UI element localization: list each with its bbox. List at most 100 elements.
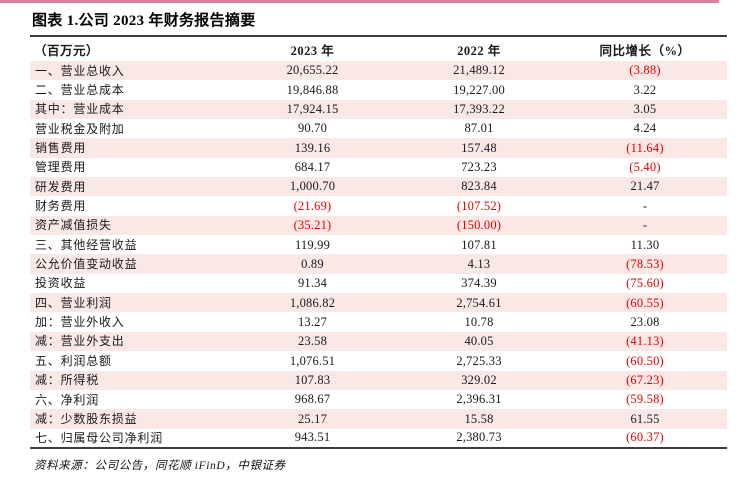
row-value: (3.88) [629,63,661,78]
row-value: 2,725.33 [456,353,502,368]
row-value: 329.02 [461,372,497,387]
row-value: 25.17 [297,411,328,426]
table-row: 投资收益 91.34 374.39 (75.60) [30,274,727,293]
row-label: 资产减值损失 [35,218,112,233]
row-value: 3.22 [633,82,657,97]
table-row: 管理费用 684.17 723.23 (5.40) [30,158,727,177]
row-label: 公允价值变动收益 [35,257,138,272]
figure-container: 图表 1.公司 2023 年财务报告摘要 （百万元） 2023 年 2022 年… [30,7,727,473]
row-value: 23.58 [297,334,328,349]
row-value: 10.78 [464,314,494,329]
row-label: 管理费用 [35,160,87,175]
row-value: 374.39 [461,276,497,291]
row-value: (35.21) [293,218,332,233]
row-value: (67.23) [626,372,664,387]
financial-summary-table: （百万元） 2023 年 2022 年 同比增长（%） 一、营业总收入 20,65… [30,35,727,449]
row-label: 四、营业利润 [35,295,112,310]
column-header-2022: 2022 年 [395,36,563,61]
row-value: (11.64) [626,140,664,155]
row-value: 1,086.82 [289,295,336,310]
row-label: 投资收益 [35,276,87,291]
row-value: (60.50) [626,353,664,368]
row-label: 营业税金及附加 [35,121,125,136]
row-value: 40.05 [464,334,494,349]
table-row: 六、净利润 968.67 2,396.31 (59.58) [30,390,727,409]
row-value: 13.27 [297,314,328,329]
row-value: 90.70 [297,121,328,136]
row-value: (60.55) [626,295,664,310]
row-value: 968.67 [294,392,331,407]
row-value: (75.60) [626,276,664,291]
table-row: 一、营业总收入 20,655.22 21,489.12 (3.88) [30,61,727,81]
table-row: 四、营业利润 1,086.82 2,754.61 (60.55) [30,293,727,313]
financial-table-body: 一、营业总收入 20,655.22 21,489.12 (3.88) 二、营业总成本 19… [30,61,727,448]
row-value: 684.17 [294,160,331,175]
row-label: 五、利润总额 [35,353,112,368]
row-value: 139.16 [294,140,331,155]
table-row: 减：所得税 107.83 329.02 (67.23) [30,370,727,390]
table-row: 减：营业外支出 23.58 40.05 (41.13) [30,331,727,352]
table-row: 三、其他经营收益 119.99 107.81 11.30 [30,235,727,254]
table-row: 其中：营业成本 17,924.15 17,393.22 3.05 [30,99,727,120]
row-label: 一、营业总收入 [35,63,125,78]
row-label: 七、归属母公司净利润 [35,430,164,445]
row-value: 19,846.88 [286,82,339,97]
row-value: 2,380.73 [456,430,502,445]
row-label: 三、其他经营收益 [35,237,138,252]
row-label: 二、营业总成本 [35,83,125,98]
row-value: 107.83 [294,372,331,387]
row-value: 17,393.22 [453,102,505,117]
row-value: 4.13 [467,256,491,271]
row-value: (60.37) [626,430,664,445]
table-row: 销售费用 139.16 157.48 (11.64) [30,138,727,158]
row-value: 723.23 [461,160,497,175]
table-row: 公允价值变动收益 0.89 4.13 (78.53) [30,254,727,274]
row-label: 六、净利润 [35,392,100,407]
table-row: 二、营业总成本 19,846.88 19,227.00 3.22 [30,80,727,99]
top-accent-line [0,0,719,3]
row-value: (41.13) [626,334,664,349]
table-header-row: （百万元） 2023 年 2022 年 同比增长（%） [30,36,727,61]
row-value: 91.34 [297,276,328,291]
row-value: - [642,218,648,233]
table-row: 七、归属母公司净利润 943.51 2,380.73 (60.37) [30,429,727,448]
row-value: (21.69) [293,198,332,213]
table-row: 营业税金及附加 90.70 87.01 4.24 [30,119,727,138]
table-row: 五、利润总额 1,076.51 2,725.33 (60.50) [30,351,727,370]
row-label: 减：少数股东损益 [35,411,138,426]
row-label: 减：营业外支出 [35,334,125,349]
table-row: 财务费用 (21.69) (107.52) - [30,196,727,215]
table-row: 减：少数股东损益 25.17 15.58 61.55 [30,409,727,429]
row-value: 2,396.31 [456,392,502,407]
row-value: 21,489.12 [453,63,505,78]
row-label: 研发费用 [35,179,87,194]
row-value: 15.58 [464,411,494,426]
row-value: 2,754.61 [456,295,502,310]
table-row: 加：营业外收入 13.27 10.78 23.08 [30,312,727,331]
column-header-unit: （百万元） [30,36,230,61]
row-value: 17,924.15 [286,102,339,117]
table-row: 研发费用 1,000.70 823.84 21.47 [30,177,727,197]
row-value: 823.84 [461,179,497,194]
row-value: - [642,198,648,213]
row-value: 943.51 [294,430,331,445]
source-note: 资料来源：公司公告，同花顺 iFinD，中银证券 [34,459,286,472]
row-value: (107.52) [456,198,502,213]
row-value: 1,076.51 [289,353,336,368]
row-value: (150.00) [456,218,502,233]
row-value: 157.48 [461,140,497,155]
row-value: 3.05 [633,102,657,117]
row-label: 减：所得税 [35,373,100,388]
row-value: 119.99 [294,237,331,252]
row-value: 11.30 [630,237,660,252]
row-value: 21.47 [630,179,660,194]
row-value: 23.08 [630,314,660,329]
row-value: (5.40) [629,160,661,175]
row-value: 19,227.00 [453,82,505,97]
row-value: 20,655.22 [286,63,339,78]
row-value: 87.01 [464,121,494,136]
row-value: 1,000.70 [289,179,336,194]
row-value: (59.58) [626,392,664,407]
row-value: 4.24 [633,121,657,136]
row-label: 加：营业外收入 [35,315,125,330]
